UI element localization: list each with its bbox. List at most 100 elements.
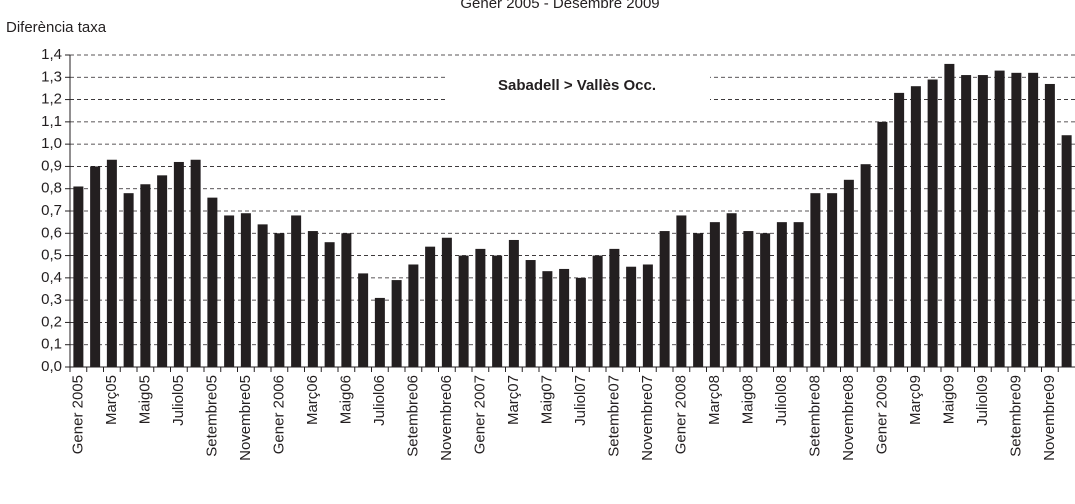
bar <box>626 266 637 367</box>
x-tick-label: Març09 <box>907 375 924 425</box>
bar <box>90 166 101 367</box>
bar <box>190 159 201 367</box>
bar <box>140 184 151 367</box>
bar <box>257 224 268 367</box>
bar <box>425 246 436 367</box>
bar <box>324 242 335 367</box>
bar <box>224 215 235 367</box>
bar <box>609 248 620 367</box>
y-tick-label: 0,4 <box>41 269 62 286</box>
bar <box>525 260 536 367</box>
x-tick-label: Novembre05 <box>237 375 254 461</box>
bar <box>793 222 804 367</box>
bar <box>73 186 84 367</box>
bar <box>207 197 218 367</box>
x-tick-label: Gener 2006 <box>270 375 287 454</box>
y-tick-label: 1,4 <box>41 46 62 63</box>
bar <box>1044 83 1055 367</box>
bar <box>860 164 871 367</box>
x-tick-label: Maig08 <box>739 375 756 424</box>
bar <box>1011 72 1022 367</box>
x-tick-label: Maig07 <box>538 375 555 424</box>
x-tick-label: Març07 <box>505 375 522 425</box>
bar <box>961 75 972 368</box>
x-tick-label: Novembre09 <box>1041 375 1058 461</box>
bar <box>760 233 771 367</box>
bar <box>173 161 184 367</box>
bar <box>927 79 938 367</box>
x-tick-label: Maig09 <box>940 375 957 424</box>
y-tick-label: 0,2 <box>41 313 62 330</box>
bar <box>910 86 921 367</box>
y-tick-label: 0,1 <box>41 336 62 353</box>
x-tick-label: Novembre07 <box>639 375 656 461</box>
x-tick-label: Maig05 <box>136 375 153 424</box>
bar <box>810 193 821 367</box>
bar <box>1028 72 1039 367</box>
y-tick-label: 0,9 <box>41 157 62 174</box>
x-tick-label: Setembre07 <box>605 375 622 457</box>
y-tick-label: 0,5 <box>41 247 62 264</box>
bar <box>358 273 369 367</box>
x-tick-label: Març06 <box>304 375 321 425</box>
x-tick-label: Juliol07 <box>572 375 589 426</box>
chart-title: Gener 2005 - Desembre 2009 <box>460 0 659 12</box>
bar <box>307 231 318 367</box>
bar <box>341 233 352 367</box>
bar <box>391 280 402 367</box>
bar <box>693 233 704 367</box>
bar <box>458 255 469 367</box>
bar <box>559 268 570 367</box>
x-tick-label: Juliol06 <box>371 375 388 426</box>
x-tick-label: Juliol05 <box>170 375 187 426</box>
bar <box>709 222 720 367</box>
y-tick-label: 1,0 <box>41 135 62 152</box>
y-tick-label: 0,3 <box>41 291 62 308</box>
x-tick-label: Gener 2009 <box>873 375 890 454</box>
bar <box>123 193 134 367</box>
bar <box>291 215 302 367</box>
y-axis-label: Diferència taxa <box>6 19 107 36</box>
bars <box>73 63 1072 368</box>
bar <box>475 248 486 367</box>
y-tick-label: 0,7 <box>41 202 62 219</box>
x-tick-label: Juliol09 <box>974 375 991 426</box>
bar <box>492 255 503 367</box>
bar <box>1061 135 1072 367</box>
bar <box>592 255 603 367</box>
bar <box>508 239 519 367</box>
y-tick-label: 1,2 <box>41 91 62 108</box>
annotation: Sabadell > Vallès Occ. <box>498 77 656 94</box>
x-tick-label: Juliol08 <box>773 375 790 426</box>
bar <box>676 215 687 367</box>
bar <box>575 277 586 367</box>
x-tick-label: Setembre08 <box>806 375 823 457</box>
x-tick-label: Gener 2007 <box>471 375 488 454</box>
annotation-box <box>445 70 710 100</box>
bar <box>542 271 553 367</box>
x-tick-label: Gener 2008 <box>672 375 689 454</box>
bar <box>944 63 955 368</box>
bar <box>843 179 854 367</box>
bar <box>441 237 452 367</box>
bar <box>240 213 251 367</box>
bar <box>659 231 670 367</box>
bar <box>726 213 737 367</box>
x-tick-label: Novembre06 <box>438 375 455 461</box>
bar <box>743 231 754 367</box>
bar <box>994 70 1005 367</box>
y-tick-label: 1,1 <box>41 113 62 130</box>
x-tick-label: Maig06 <box>337 375 354 424</box>
bar <box>776 222 787 367</box>
x-tick-label: Setembre09 <box>1007 375 1024 457</box>
x-tick-label: Març08 <box>706 375 723 425</box>
bar <box>157 175 168 367</box>
y-tick-label: 1,3 <box>41 68 62 85</box>
bar <box>106 159 117 367</box>
x-tick-label: Setembre06 <box>404 375 421 457</box>
bar <box>977 75 988 368</box>
x-tick-label: Novembre08 <box>840 375 857 461</box>
bar <box>274 233 285 367</box>
bar <box>408 264 419 367</box>
